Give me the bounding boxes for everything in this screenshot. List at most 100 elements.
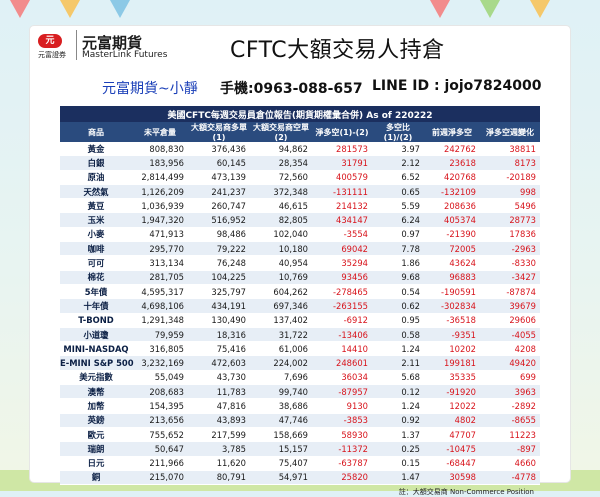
table-cell: 54,971	[250, 470, 312, 486]
table-cell: 471,913	[132, 227, 188, 243]
page-title: CFTC大額交易人持倉	[230, 38, 445, 63]
table-cell: 472,603	[188, 355, 250, 371]
table-cell: 72005	[424, 241, 480, 257]
logo-name: 元富期貨	[82, 34, 143, 52]
table-cell: 47,816	[188, 398, 250, 414]
column-header: 淨多空週變化	[480, 122, 540, 142]
table-cell: 137,402	[250, 313, 312, 328]
table-row: 英鎊 213,656 43,893 47,746 -3853 0.92 4802 -8655	[60, 413, 540, 428]
table-cell: -3853	[312, 413, 372, 428]
table-cell: 0.15	[372, 456, 424, 471]
table-cell: -2892	[480, 398, 540, 414]
commodity-name-cell: 加幣	[60, 398, 132, 414]
table-cell: 0.65	[372, 184, 424, 200]
table-cell: -9351	[424, 327, 480, 343]
commodity-name-cell: 小道瓊	[60, 327, 132, 343]
table-cell: 49420	[480, 355, 540, 371]
table-cell: 10202	[424, 341, 480, 357]
table-cell: -11372	[312, 441, 372, 457]
commodity-name-cell: 歐元	[60, 427, 132, 443]
table-cell: 1,036,939	[132, 198, 188, 214]
table-cell: 183,956	[132, 155, 188, 171]
commodity-name-cell: MINI-NASDAQ	[60, 341, 132, 357]
table-cell: 316,805	[132, 341, 188, 357]
table-cell: 755,652	[132, 427, 188, 443]
commodity-name-cell: 天然氣	[60, 184, 132, 200]
column-header: 商品	[60, 122, 132, 142]
table-cell: 17836	[480, 227, 540, 243]
logo-subtext: 元富證券	[38, 51, 66, 59]
table-cell: -190591	[424, 284, 480, 300]
table-row: 黃金 808,830 376,436 94,862 281573 3.97 242762 38…	[60, 142, 540, 157]
table-cell: 23618	[424, 155, 480, 171]
table-cell: 248601	[312, 355, 372, 371]
table-cell: 29606	[480, 313, 540, 328]
table-cell: 400579	[312, 170, 372, 185]
table-cell: 0.62	[372, 298, 424, 314]
table-cell: 104,225	[188, 270, 250, 285]
table-cell: -6912	[312, 313, 372, 328]
table-row: 棉花 281,705 104,225 10,769 93456 9.68 96883 -342…	[60, 270, 540, 285]
table-cell: 1.47	[372, 470, 424, 486]
table-cell: 43624	[424, 255, 480, 271]
table-cell: 2.12	[372, 155, 424, 171]
table-cell: 158,669	[250, 427, 312, 443]
table-cell: -20189	[480, 170, 540, 185]
table-cell: 405374	[424, 212, 480, 228]
cftc-table-container: 美國CFTC每週交易員倉位報告(期貨期權彙合併) As of 220222 商品…	[60, 106, 540, 496]
table-caption: 美國CFTC每週交易員倉位報告(期貨期權彙合併) As of 220222	[60, 106, 540, 122]
table-row: 咖啡 295,770 79,222 10,180 69042 7.78 72005 -2963	[60, 241, 540, 257]
table-cell: 604,262	[250, 284, 312, 300]
commodity-name-cell: 白銀	[60, 155, 132, 171]
table-cell: 38,686	[250, 398, 312, 414]
table-cell: 82,805	[250, 212, 312, 228]
table-row: 十年債 4,698,106 434,191 697,346 -263155 0.62 -30…	[60, 298, 540, 314]
table-cell: 11,620	[188, 456, 250, 471]
table-cell: 434,191	[188, 298, 250, 314]
table-cell: 38811	[480, 142, 540, 157]
table-cell: 5.59	[372, 198, 424, 214]
table-cell: 60,145	[188, 155, 250, 171]
table-cell: 96883	[424, 270, 480, 285]
commodity-name-cell: 小麥	[60, 227, 132, 243]
table-cell: 6.24	[372, 212, 424, 228]
table-cell: 3,785	[188, 441, 250, 457]
commodity-name-cell: 5年債	[60, 284, 132, 300]
table-cell: 72,560	[250, 170, 312, 185]
table-cell: 420768	[424, 170, 480, 185]
table-header-row: 商品 未平倉量 大額交易商多單(1) 大額交易商空單(2) 淨多空(1)-(2) 多空比(…	[60, 122, 540, 142]
table-cell: 3,232,169	[132, 355, 188, 371]
table-cell: 5496	[480, 198, 540, 214]
table-cell: 12022	[424, 398, 480, 414]
commodity-name-cell: 原油	[60, 170, 132, 185]
table-cell: 75,407	[250, 456, 312, 471]
table-cell: 208636	[424, 198, 480, 214]
table-cell: 2,814,499	[132, 170, 188, 185]
table-cell: 215,070	[132, 470, 188, 486]
table-cell: 31791	[312, 155, 372, 171]
table-cell: 217,599	[188, 427, 250, 443]
table-cell: 1.86	[372, 255, 424, 271]
table-cell: 0.58	[372, 327, 424, 343]
table-cell: 2.11	[372, 355, 424, 371]
commodity-name-cell: 可可	[60, 255, 132, 271]
commodity-name-cell: 日元	[60, 456, 132, 471]
table-cell: 242762	[424, 142, 480, 157]
table-cell: -3554	[312, 227, 372, 243]
table-cell: 0.97	[372, 227, 424, 243]
table-cell: 15,157	[250, 441, 312, 457]
table-cell: -91920	[424, 384, 480, 400]
table-cell: 4660	[480, 456, 540, 471]
table-cell: 697,346	[250, 298, 312, 314]
table-cell: 998	[480, 184, 540, 200]
table-row: 加幣 154,395 47,816 38,686 9130 1.24 12022 -2892	[60, 398, 540, 414]
table-cell: 47707	[424, 427, 480, 443]
table-cell: 199181	[424, 355, 480, 371]
table-note: 註：大額交易商 Non-Commerce Position	[398, 488, 534, 497]
table-cell: 46,615	[250, 198, 312, 214]
table-cell: 313,134	[132, 255, 188, 271]
table-cell: 211,966	[132, 456, 188, 471]
table-row: 白銀 183,956 60,145 28,354 31791 2.12 23618 8173	[60, 155, 540, 171]
commodity-name-cell: 美元指數	[60, 370, 132, 386]
table-cell: -87957	[312, 384, 372, 400]
